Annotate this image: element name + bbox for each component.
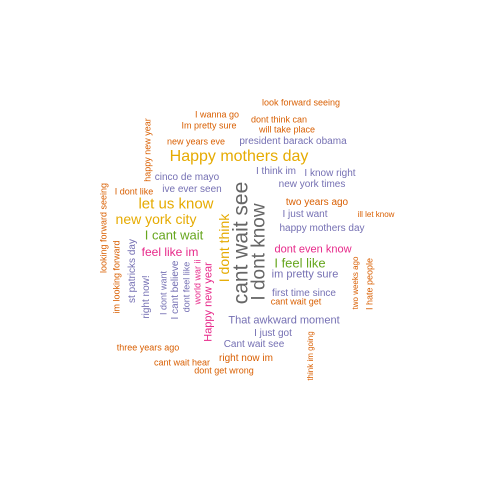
word: I dont want	[158, 270, 169, 316]
word: dont think can	[250, 114, 308, 125]
word: new years eve	[166, 136, 226, 147]
word: dont get wrong	[194, 365, 254, 376]
word: happy new year	[142, 118, 153, 182]
word: I just got	[254, 328, 292, 339]
word: look forward seeing	[261, 97, 341, 108]
word: will take place	[258, 124, 316, 135]
word: three years ago	[116, 342, 180, 353]
word: I cant believe	[170, 260, 181, 320]
word: That awkward moment	[228, 314, 340, 327]
word: world war ii	[192, 259, 203, 305]
word: dont feel like	[181, 261, 192, 313]
word: I dont like	[114, 186, 154, 197]
word: dont even know	[274, 243, 352, 256]
word: I cant wait	[144, 227, 204, 243]
word: new york city	[115, 211, 197, 227]
word: right now im	[219, 353, 273, 364]
word: ill let know	[357, 210, 395, 219]
word: im pretty sure	[271, 268, 339, 281]
word: think im going	[306, 331, 315, 381]
word: cinco de mayo	[154, 172, 220, 183]
word: Cant wait see	[223, 339, 285, 350]
word: cant wait get	[270, 296, 322, 307]
word: two years ago	[285, 197, 349, 208]
word: I just want	[282, 209, 328, 220]
word: happy mothers day	[279, 223, 365, 234]
word: Happy new year	[202, 262, 215, 342]
word: feel like im	[141, 245, 199, 259]
word: I wanna go	[194, 109, 240, 120]
word: new york times	[278, 179, 346, 190]
word: I think im	[255, 166, 297, 177]
word: Happy mothers day	[169, 148, 309, 165]
word: I dont think	[216, 213, 232, 283]
word: president barack obama	[239, 136, 347, 147]
word: st patricks day	[127, 239, 138, 303]
word: right now!	[141, 275, 152, 319]
word: two weeks ago	[351, 256, 360, 310]
word: first time since	[272, 288, 336, 299]
word: I hate people	[364, 257, 375, 311]
word: let us know	[138, 195, 214, 213]
word: I dont know	[248, 203, 270, 301]
word: looking forward seeing	[98, 182, 109, 274]
word: cant wait hear	[153, 357, 211, 368]
word: im looking forward	[111, 240, 122, 314]
word: I feel like	[274, 255, 326, 271]
word: Im pretty sure	[181, 120, 237, 131]
word: I know right	[304, 168, 356, 179]
word: ive ever seen	[162, 184, 222, 195]
